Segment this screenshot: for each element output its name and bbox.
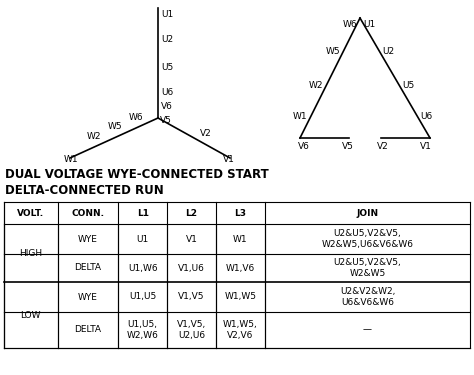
- Text: L3: L3: [235, 209, 246, 218]
- Text: U2&U5,V2&V5,
W2&W5: U2&U5,V2&V5, W2&W5: [334, 258, 401, 278]
- Text: DUAL VOLTAGE WYE-CONNECTED START: DUAL VOLTAGE WYE-CONNECTED START: [5, 168, 269, 181]
- Text: VOLT.: VOLT.: [17, 209, 45, 218]
- Text: U5: U5: [402, 81, 414, 90]
- Text: U1: U1: [161, 10, 173, 19]
- Text: U2&U5,V2&V5,
W2&W5,U6&V6&W6: U2&U5,V2&V5, W2&W5,U6&V6&W6: [321, 229, 413, 249]
- Text: W1,W5,
V2,V6: W1,W5, V2,V6: [223, 320, 258, 340]
- Text: U6: U6: [161, 88, 173, 97]
- Text: V1,U6: V1,U6: [178, 264, 205, 273]
- Text: U1: U1: [363, 20, 375, 29]
- Text: U1: U1: [137, 234, 149, 243]
- Text: —: —: [363, 326, 372, 334]
- Text: DELTA-CONNECTED RUN: DELTA-CONNECTED RUN: [5, 184, 164, 197]
- Text: DELTA: DELTA: [74, 264, 101, 273]
- Text: V6: V6: [161, 102, 173, 111]
- Text: V2: V2: [200, 129, 211, 138]
- Text: U6: U6: [420, 112, 433, 121]
- Text: V2: V2: [377, 142, 389, 151]
- Text: W1,W5: W1,W5: [225, 292, 256, 302]
- Text: W1: W1: [293, 112, 308, 121]
- Text: V1,V5: V1,V5: [178, 292, 205, 302]
- Text: V5: V5: [160, 116, 172, 125]
- Text: U1,W6: U1,W6: [128, 264, 157, 273]
- Text: W2: W2: [87, 132, 101, 141]
- Text: V1: V1: [223, 155, 235, 164]
- Text: JOIN: JOIN: [356, 209, 379, 218]
- Text: CONN.: CONN.: [72, 209, 104, 218]
- Text: WYE: WYE: [78, 234, 98, 243]
- Text: L2: L2: [185, 209, 198, 218]
- Text: V6: V6: [298, 142, 310, 151]
- Text: LOW: LOW: [20, 310, 41, 320]
- Text: V1: V1: [186, 234, 198, 243]
- Text: U2: U2: [383, 47, 395, 56]
- Text: V1: V1: [420, 142, 432, 151]
- Text: W1,V6: W1,V6: [226, 264, 255, 273]
- Text: W1: W1: [64, 155, 79, 164]
- Text: L1: L1: [137, 209, 149, 218]
- Text: V5: V5: [341, 142, 353, 151]
- Text: W1: W1: [233, 234, 248, 243]
- Text: U1,U5: U1,U5: [129, 292, 156, 302]
- Text: U5: U5: [161, 63, 173, 72]
- Text: W6: W6: [129, 112, 144, 122]
- Text: WYE: WYE: [78, 292, 98, 302]
- Text: DELTA: DELTA: [74, 326, 101, 334]
- Text: U1,U5,
W2,W6: U1,U5, W2,W6: [127, 320, 159, 340]
- Text: V1,V5,
U2,U6: V1,V5, U2,U6: [177, 320, 206, 340]
- Text: W6: W6: [342, 20, 357, 29]
- Text: W2: W2: [309, 81, 323, 90]
- Text: HIGH: HIGH: [19, 249, 42, 258]
- Text: U2: U2: [161, 36, 173, 45]
- Text: U2&V2&W2,
U6&V6&W6: U2&V2&W2, U6&V6&W6: [340, 287, 395, 307]
- Text: W5: W5: [326, 47, 340, 56]
- Text: W5: W5: [108, 122, 123, 131]
